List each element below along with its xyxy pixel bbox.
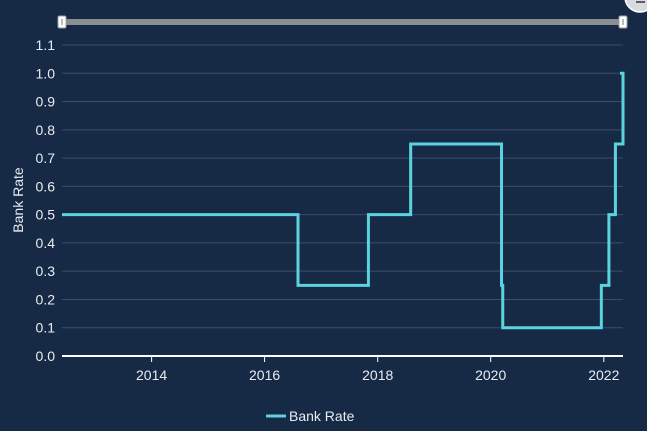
- legend[interactable]: Bank Rate: [266, 408, 355, 424]
- range-slider[interactable]: [57, 15, 628, 29]
- y-tick-label: 0.1: [36, 320, 56, 336]
- y-tick-label: 0.6: [36, 178, 56, 194]
- grid-lines: [62, 44, 623, 329]
- range-slider-track[interactable]: [62, 19, 623, 25]
- y-tick-label: 0.5: [36, 207, 56, 223]
- series-group: [62, 71, 625, 330]
- y-tick-label: 0.9: [36, 94, 56, 110]
- y-tick-label: 0.4: [36, 235, 56, 251]
- x-axis: 2014 2016 2018 2020 2022: [136, 356, 620, 383]
- y-tick-label: 0.3: [36, 263, 56, 279]
- y-tick-label: 1.1: [36, 37, 56, 53]
- x-tick-label: 2014: [136, 367, 167, 383]
- x-tick-label: 2016: [249, 367, 280, 383]
- series-line-bank-rate[interactable]: [62, 71, 625, 330]
- x-tick-label: 2018: [362, 367, 393, 383]
- y-tick-label: 0.2: [36, 291, 56, 307]
- reset-zoom-button[interactable]: [624, 0, 647, 13]
- y-axis-title: Bank Rate: [10, 167, 26, 233]
- y-tick-label: 0.7: [36, 150, 56, 166]
- y-tick-label: 0.0: [36, 348, 56, 364]
- x-tick-label: 2020: [475, 367, 506, 383]
- x-tick-label: 2022: [588, 367, 619, 383]
- legend-label-bank-rate[interactable]: Bank Rate: [289, 408, 355, 424]
- y-tick-label: 1.0: [36, 65, 56, 81]
- y-axis: 0.0 0.1 0.2 0.3 0.4 0.5 0.6 0.7 0.8 0.9 1.0 1.1: [36, 37, 56, 364]
- y-tick-label: 0.8: [36, 122, 56, 138]
